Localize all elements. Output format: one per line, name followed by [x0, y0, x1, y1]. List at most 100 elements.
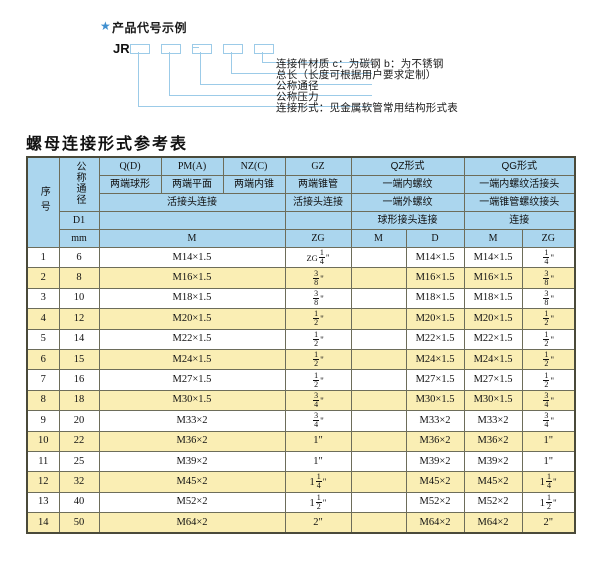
leader-line-3-vertical: [200, 52, 201, 84]
leader-line-5-horizontal: [138, 106, 372, 107]
cell-qg-zg: 1 1 4 ": [521, 471, 576, 493]
cell-bore: 50: [58, 512, 100, 534]
header-conn-union-gz: 活接头连接: [284, 193, 352, 212]
header-code-qd: Q(D): [98, 156, 162, 176]
header-unit-m-left: M: [98, 229, 286, 248]
table-row: 11 25 M39×2 1" M39×2 M39×2 1": [26, 450, 576, 473]
header-unit-mm: mm: [58, 229, 100, 248]
cell-qz-m: [350, 369, 407, 391]
cell-bore: 22: [58, 430, 100, 452]
cell-gz-zg: 1 1 2 ": [284, 491, 352, 514]
cell-bore: 10: [58, 287, 100, 310]
cell-qz-m: [350, 512, 407, 534]
cell-thread-m: M33×2: [98, 410, 286, 432]
product-code-title: 产品代号示例: [112, 21, 188, 35]
cell-bore: 32: [58, 471, 100, 493]
cell-gz-zg: 1 2 ": [284, 369, 352, 391]
cell-qg-m: M39×2: [463, 450, 523, 473]
table-row: 8 18 M30×1.5 3 4 " M30×1.5 M30×1.5 3 4 ": [26, 389, 576, 412]
table-row: 10 22 M36×2 1" M36×2 M36×2 1": [26, 430, 576, 452]
header-row-code: 序号 公称通径 Q(D) PM(A) NZ(C) GZ QZ形式 QG形式: [26, 156, 576, 248]
table-row: 3 10 M18×1.5 3 8 " M18×1.5 M18×1.5 3 8 ": [26, 287, 576, 310]
cell-bore: 8: [58, 267, 100, 289]
table-row: 13 40 M52×2 1 1 2 " M52×2 M52×2 1 1 2 ": [26, 491, 576, 514]
cell-qz-m: [350, 410, 407, 432]
cell-seq: 2: [26, 267, 60, 289]
cell-qg-zg: 1 4 ": [521, 246, 576, 269]
cell-thread-m: M45×2: [98, 471, 286, 493]
cell-qg-zg: 3 8 ": [521, 267, 576, 289]
cell-qg-m: M16×1.5: [463, 267, 523, 289]
cell-bore: 12: [58, 308, 100, 330]
header-code-pma: PM(A): [160, 156, 224, 176]
cell-qg-zg: 1 2 ": [521, 369, 576, 391]
leader-line-2-horizontal: [231, 73, 372, 74]
cell-qz-m: [350, 430, 407, 452]
cell-seq: 4: [26, 308, 60, 330]
header-row-unit: mm M ZG M D M ZG: [27, 229, 576, 248]
cell-thread-m: M14×1.5: [98, 246, 286, 269]
cell-gz-zg: 1": [284, 430, 352, 452]
cell-qg-zg: 1 2 ": [521, 348, 576, 371]
header-unit-zg-qg: ZG: [521, 229, 576, 248]
leader-line-2-vertical: [231, 52, 232, 73]
cell-gz-zg: 3 4 ": [284, 410, 352, 432]
header-unit-d-qz: D: [405, 229, 465, 248]
header-nominal-bore-text: 公称通径: [74, 160, 85, 205]
cell-thread-m: M27×1.5: [98, 369, 286, 391]
table-row: 4 12 M20×1.5 1 2 " M20×1.5 M20×1.5 1 2 ": [26, 308, 576, 330]
cell-thread-m: M64×2: [98, 512, 286, 534]
code-note-connection-type: 连接形式：见金属软管常用结构形式表: [276, 102, 458, 114]
cell-qg-zg: 3 8 ": [521, 287, 576, 310]
header-code-gz: GZ: [284, 156, 352, 176]
cell-thread-m: M20×1.5: [98, 308, 286, 330]
header-code-qg: QG形式: [463, 156, 576, 176]
header-desc-qd: 两端球形: [98, 175, 162, 194]
cell-qg-m: M22×1.5: [463, 328, 523, 350]
cell-bore: 40: [58, 491, 100, 514]
cell-seq: 13: [26, 491, 60, 514]
cell-seq: 6: [26, 348, 60, 371]
header-nominal-bore: 公称通径: [58, 156, 100, 212]
table-row: 1 6 M14×1.5 ZG 1 4 " M14×1.5 M14×1.5 1 4 ": [26, 246, 576, 269]
cell-qz-m: [350, 267, 407, 289]
cell-qz-d: M39×2: [405, 450, 465, 473]
header-d1-blank-gz: [284, 211, 352, 230]
cell-seq: 5: [26, 328, 60, 350]
cell-qg-zg: 1 1 2 ": [521, 491, 576, 514]
header-unit-m-qz: M: [350, 229, 407, 248]
cell-qg-m: M33×2: [463, 410, 523, 432]
leader-line-4-vertical: [169, 52, 170, 95]
cell-qz-d: M27×1.5: [405, 369, 465, 391]
cell-qz-d: M16×1.5: [405, 267, 465, 289]
cell-qz-d: M33×2: [405, 410, 465, 432]
table-header: 序号 公称通径 Q(D) PM(A) NZ(C) GZ QZ形式 QG形式 两端…: [26, 156, 576, 248]
cell-qz-d: M14×1.5: [405, 246, 465, 269]
cell-qg-m: M36×2: [463, 430, 523, 452]
header-desc-pma: 两端平面: [160, 175, 224, 194]
cell-seq: 1: [26, 246, 60, 269]
table-title: 螺母连接形式参考表: [26, 136, 189, 153]
cell-gz-zg: 1 1 4 ": [284, 471, 352, 493]
cell-bore: 18: [58, 389, 100, 412]
cell-qz-m: [350, 491, 407, 514]
table-row: 5 14 M22×1.5 1 2 " M22×1.5 M22×1.5 1 2 ": [26, 328, 576, 350]
table-row: 9 20 M33×2 3 4 " M33×2 M33×2 3 4 ": [26, 410, 576, 432]
code-box-1: [130, 44, 150, 54]
header-d1-qz: 球形接头连接: [350, 211, 465, 230]
header-desc-nzc: 两端内锥: [222, 175, 286, 194]
cell-qz-m: [350, 328, 407, 350]
cell-seq: 7: [26, 369, 60, 391]
cell-qz-d: M18×1.5: [405, 287, 465, 310]
code-note-nominal-pressure: 公称压力: [276, 91, 319, 103]
cell-qg-zg: 2": [521, 512, 576, 534]
cell-gz-zg: ZG 1 4 ": [284, 246, 352, 269]
cell-thread-m: M36×2: [98, 430, 286, 452]
header-seq: 序号: [26, 156, 60, 248]
header-row-connection: 活接头连接 活接头连接 一端外螺纹 一端锥管螺纹接头: [27, 193, 576, 212]
cell-bore: 14: [58, 328, 100, 350]
cell-qg-m: M30×1.5: [463, 389, 523, 412]
leader-line-4-horizontal: [169, 95, 372, 96]
header-row-d1: D1 球形接头连接 连接: [27, 211, 576, 230]
cell-qz-m: [350, 287, 407, 310]
